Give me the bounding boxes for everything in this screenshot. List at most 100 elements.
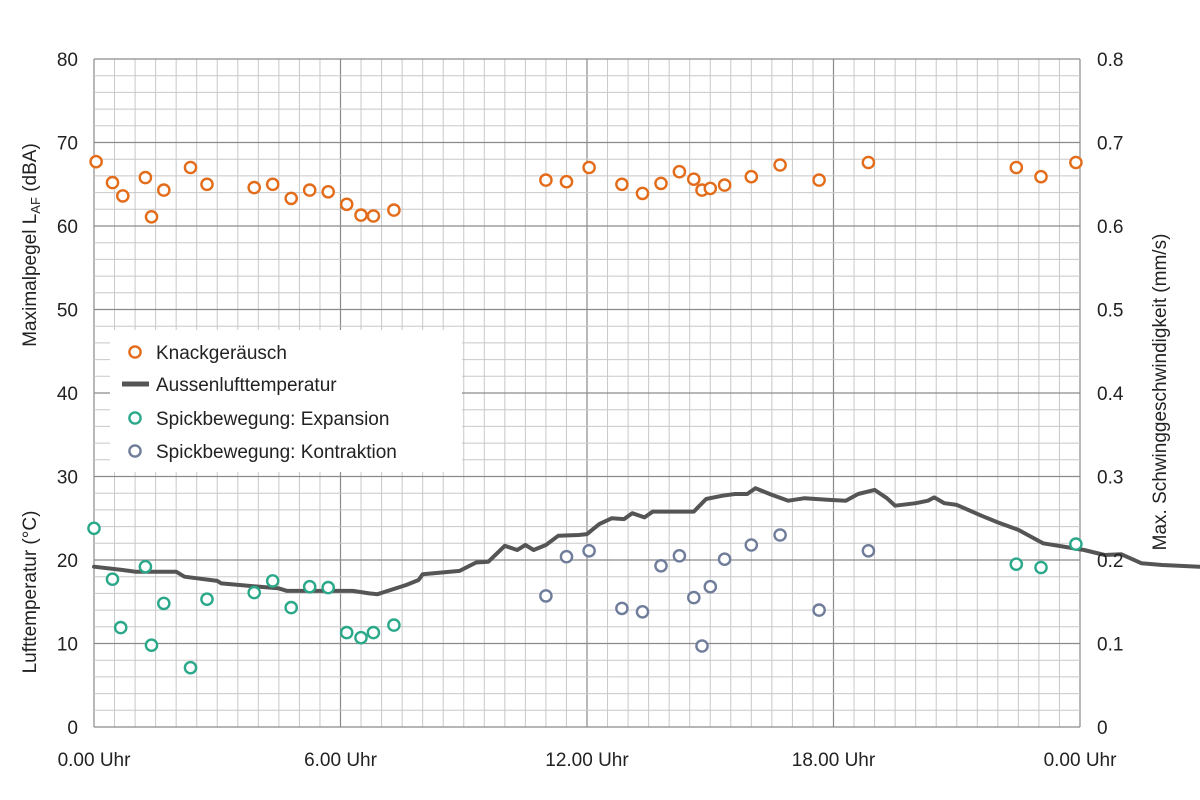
knack-point bbox=[559, 174, 574, 189]
y-tick-label-upper: 70 bbox=[57, 134, 78, 155]
contraction-point bbox=[695, 639, 709, 653]
expansion-point bbox=[284, 600, 299, 615]
knack-point bbox=[144, 209, 159, 224]
y-tick-label-right: 0.7 bbox=[1097, 134, 1123, 155]
y-tick-label-lower: 20 bbox=[57, 551, 78, 572]
y-tick-label-lower: 10 bbox=[57, 635, 78, 656]
knack-point bbox=[183, 160, 198, 175]
y-axis-upper-title: Maximalpegel LAF (dBA) bbox=[20, 143, 43, 347]
legend-symbol-expansion bbox=[128, 411, 142, 425]
contraction-point bbox=[773, 528, 787, 542]
knack-point bbox=[302, 183, 317, 197]
y-tick-label-lower: 0 bbox=[67, 718, 78, 739]
y-tick-label-right: 0.3 bbox=[1097, 468, 1123, 489]
contraction-point bbox=[654, 559, 668, 573]
knack-point bbox=[284, 191, 299, 206]
knack-point bbox=[1009, 160, 1024, 175]
expansion-point bbox=[183, 660, 198, 675]
contraction-point bbox=[672, 549, 687, 563]
expansion-point bbox=[200, 592, 214, 607]
contraction-point bbox=[812, 603, 826, 617]
tick-labels: 0.00 Uhr 6.00 Uhr 12.00 Uhr 18.00 Uhr 0.00 U… bbox=[57, 50, 1124, 771]
x-tick-label: 0.00 Uhr bbox=[58, 750, 132, 771]
expansion-point bbox=[1069, 537, 1083, 551]
knack-point bbox=[861, 155, 876, 170]
contraction-point bbox=[582, 544, 596, 558]
y-tick-label-right: 0.1 bbox=[1097, 635, 1123, 656]
contraction-point bbox=[861, 544, 876, 558]
y-tick-label-upper: 80 bbox=[57, 50, 78, 71]
knack-point bbox=[89, 154, 103, 169]
expansion-point bbox=[1034, 560, 1048, 575]
legend-symbol-contraction bbox=[128, 444, 142, 458]
temperature-series-line bbox=[92, 486, 1200, 597]
contraction-point bbox=[635, 605, 650, 619]
expansion-point bbox=[138, 559, 153, 574]
y-tick-label-right: 0.2 bbox=[1097, 551, 1123, 572]
knack-point bbox=[339, 197, 354, 212]
knack-point bbox=[1069, 155, 1083, 170]
knack-point bbox=[539, 173, 553, 187]
knack-point bbox=[156, 183, 171, 197]
points-layer bbox=[87, 154, 1083, 675]
x-tick-label: 12.00 Uhr bbox=[545, 750, 629, 771]
expansion-point bbox=[354, 630, 368, 645]
legend: Knackgeräusch Aussenlufttemperatur Spick… bbox=[110, 330, 462, 472]
legend-label-contraction: Spickbewegung: Kontraktion bbox=[156, 442, 397, 463]
knack-point bbox=[1034, 169, 1048, 184]
legend-background bbox=[110, 330, 462, 472]
expansion-point bbox=[144, 638, 159, 653]
contraction-point bbox=[615, 601, 629, 616]
x-tick-label: 0.00 Uhr bbox=[1044, 750, 1118, 771]
contraction-point bbox=[717, 552, 732, 567]
legend-label-expansion: Spickbewegung: Expansion bbox=[156, 409, 389, 430]
expansion-point bbox=[1009, 557, 1024, 572]
y-axis-right-title: Max. Schwinggeschwindigkeit (mm/s) bbox=[1150, 234, 1171, 551]
y-tick-label-upper: 50 bbox=[57, 301, 78, 322]
knack-point bbox=[672, 164, 687, 179]
knack-point bbox=[717, 178, 732, 192]
y-tick-label-right: 0.4 bbox=[1097, 384, 1124, 405]
expansion-point bbox=[387, 618, 401, 632]
contraction-point bbox=[559, 549, 574, 564]
knack-point bbox=[138, 170, 153, 185]
knack-point bbox=[615, 177, 629, 192]
knack-point bbox=[200, 177, 214, 192]
knack-point bbox=[354, 208, 368, 222]
y-tick-label-right: 0.5 bbox=[1097, 301, 1123, 322]
y-tick-label-upper: 60 bbox=[57, 217, 78, 238]
expansion-point bbox=[105, 572, 120, 587]
knack-point bbox=[773, 158, 787, 172]
knack-point bbox=[247, 180, 261, 195]
contraction-point bbox=[539, 589, 553, 603]
expansion-point bbox=[302, 579, 317, 594]
expansion-point bbox=[113, 620, 128, 635]
knack-point bbox=[321, 184, 336, 199]
expansion-point bbox=[87, 521, 101, 536]
expansion-point bbox=[339, 625, 354, 640]
x-tick-label: 6.00 Uhr bbox=[304, 750, 378, 771]
y-tick-label-right: 0.6 bbox=[1097, 217, 1123, 238]
knack-point bbox=[366, 209, 381, 223]
knack-point bbox=[635, 186, 650, 201]
knack-point bbox=[654, 176, 668, 191]
knack-point bbox=[582, 160, 596, 175]
knack-point bbox=[105, 175, 120, 190]
expansion-point bbox=[321, 580, 336, 595]
expansion-point bbox=[247, 585, 261, 600]
expansion-point bbox=[156, 596, 171, 611]
y-tick-label-upper: 40 bbox=[57, 384, 78, 405]
x-tick-label: 18.00 Uhr bbox=[792, 750, 876, 771]
contraction-point bbox=[744, 538, 759, 552]
knack-point bbox=[116, 189, 130, 203]
legend-label-knack: Knackgeräusch bbox=[156, 343, 287, 364]
y-tick-label-right: 0 bbox=[1097, 718, 1108, 739]
contraction-point bbox=[687, 590, 701, 605]
temperature-line-layer bbox=[92, 486, 1200, 597]
legend-label-temperature: Aussenlufttemperatur bbox=[156, 375, 337, 396]
knack-point bbox=[265, 177, 280, 192]
knack-point bbox=[744, 169, 759, 184]
knack-point bbox=[812, 173, 826, 187]
expansion-point bbox=[366, 625, 381, 640]
